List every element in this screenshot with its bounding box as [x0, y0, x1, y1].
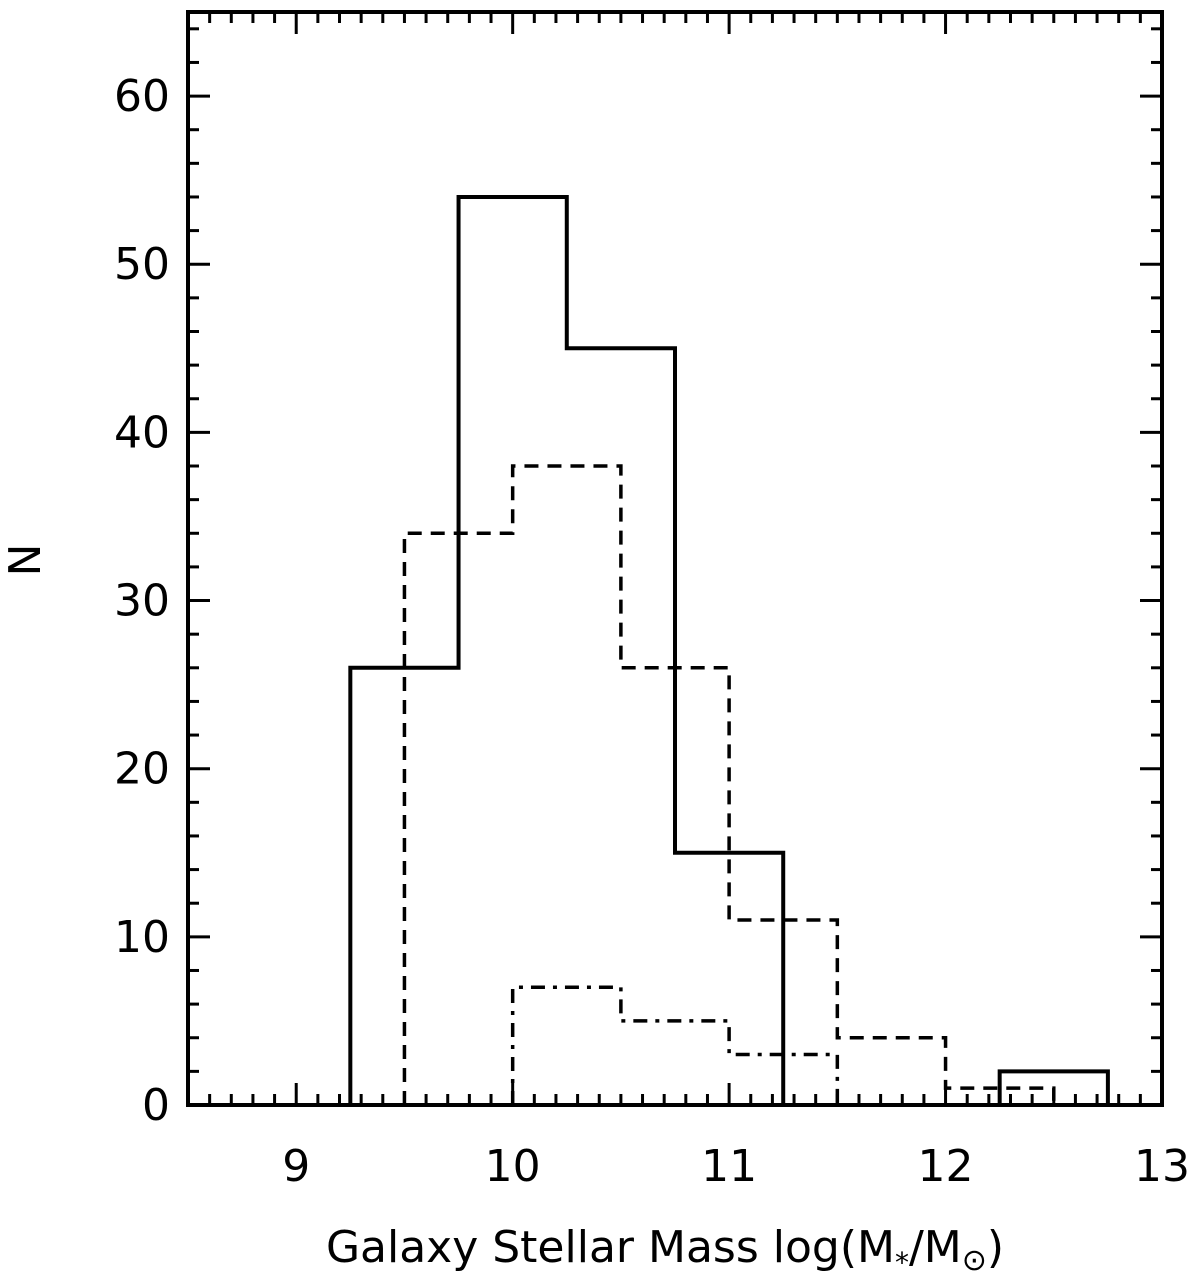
y-tick-label: 20 [114, 744, 170, 795]
x-tick-label: 13 [1134, 1141, 1190, 1192]
histogram-series-solid [348, 194, 1110, 1107]
y-tick-labels: 0 10 20 30 40 50 60 [114, 71, 170, 1131]
y-tick-label: 50 [114, 239, 170, 290]
y-tick-label: 30 [114, 576, 170, 627]
plot-frame [186, 10, 1164, 1107]
x-axis-label: Galaxy Stellar Mass log(M*/M⊙) [326, 1222, 1004, 1279]
x-tick-label: 9 [282, 1141, 310, 1192]
y-tick-label: 0 [142, 1080, 170, 1131]
x-tick-label: 10 [485, 1141, 541, 1192]
y-tick-label: 60 [114, 71, 170, 122]
y-tick-label: 40 [114, 407, 170, 458]
y-tick-label: 10 [114, 912, 170, 963]
x-tick-labels: 9 10 11 12 13 [282, 1141, 1190, 1192]
histogram-series-dash-dot [510, 985, 840, 1105]
histogram-series-dashed [402, 464, 1056, 1105]
x-tick-label: 12 [918, 1141, 974, 1192]
y-axis-label: N [0, 544, 51, 577]
histogram-series [348, 194, 1110, 1107]
x-tick-label: 11 [701, 1141, 757, 1192]
